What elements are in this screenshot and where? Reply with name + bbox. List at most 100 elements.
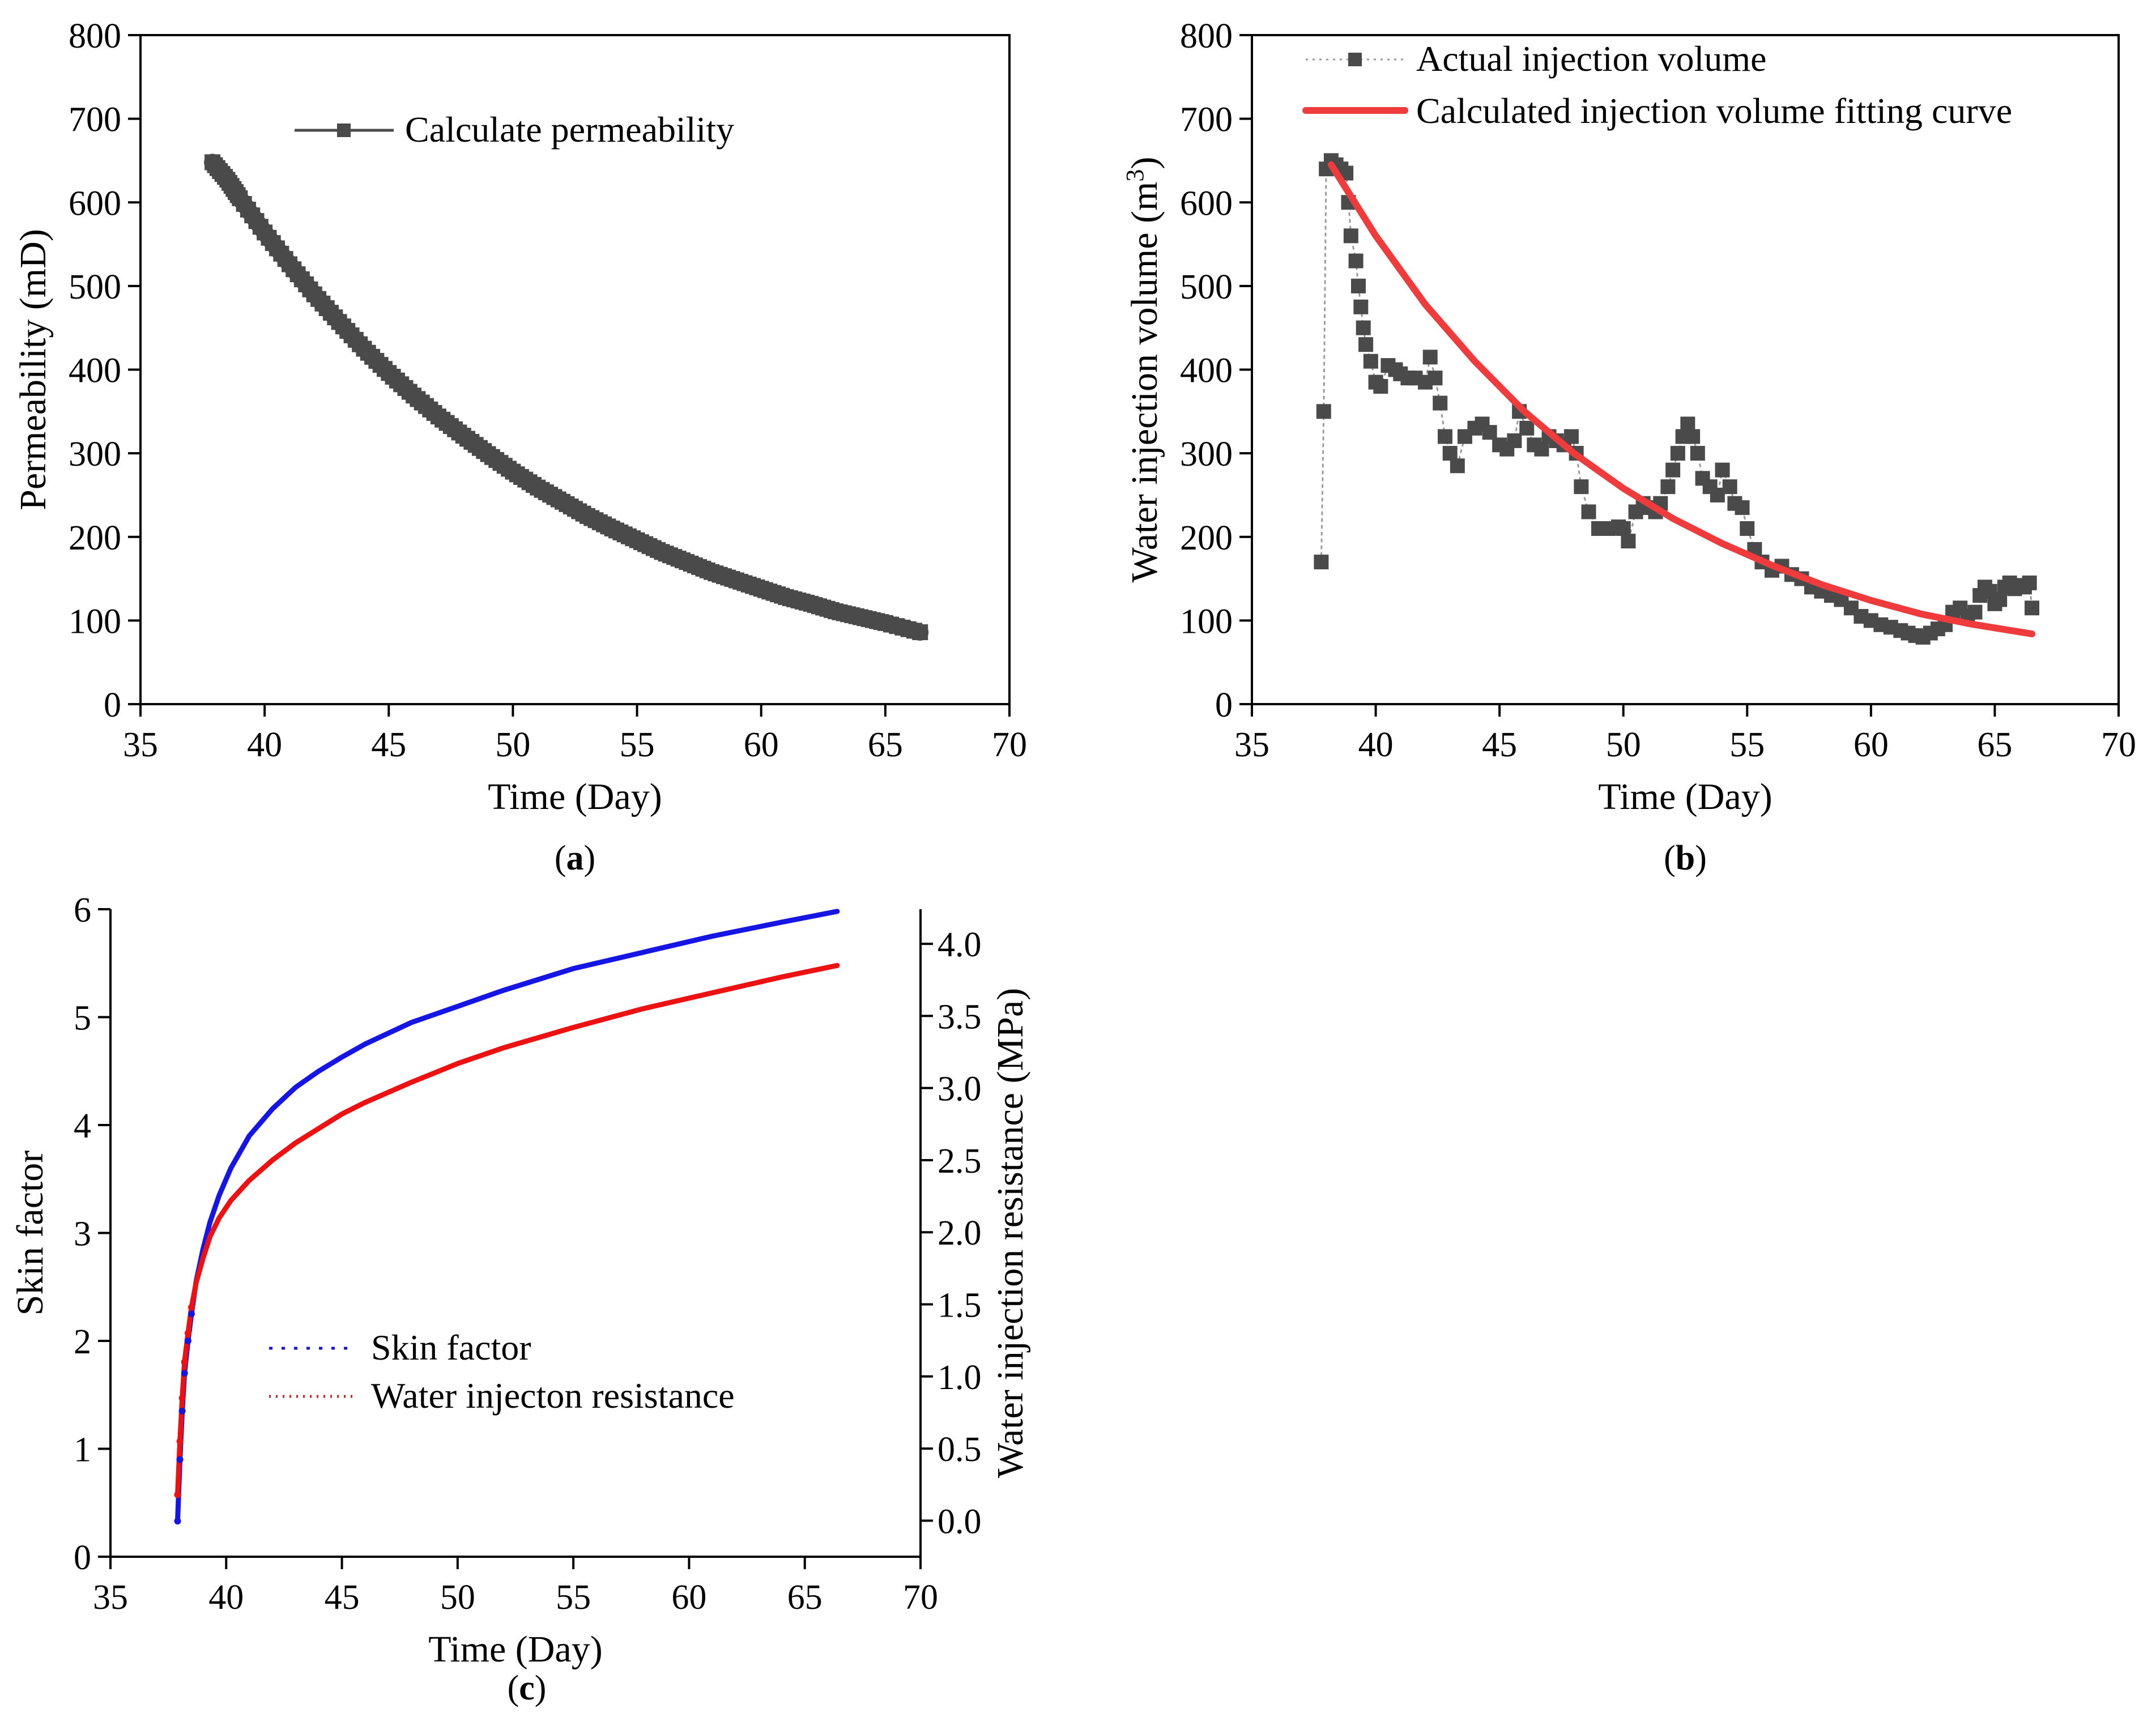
y-tick-label: 0	[104, 686, 121, 725]
x-tick-label: 35	[123, 726, 158, 764]
data-point	[1519, 420, 1535, 436]
data-point	[2025, 600, 2039, 616]
data-point	[176, 1438, 184, 1445]
y-tick-label: 100	[69, 602, 121, 641]
y-tick-label: 600	[69, 184, 121, 223]
data-point	[1350, 278, 1366, 293]
data-point	[1353, 299, 1369, 314]
data-point	[1450, 458, 1465, 474]
data-point	[1433, 395, 1448, 411]
x-tick-label: 55	[1729, 726, 1765, 764]
y-tick-label: 2	[74, 1323, 91, 1361]
data-point	[188, 1310, 195, 1318]
x-tick-label: 40	[1358, 726, 1394, 764]
x-tick-label: 70	[2101, 726, 2136, 764]
y-tick-label: 300	[69, 435, 121, 474]
data-point	[1740, 521, 1755, 536]
data-point	[1710, 487, 1725, 502]
y-axis-title-left: Skin factor	[10, 1151, 51, 1315]
x-tick-label: 65	[787, 1578, 823, 1617]
y-right-tick-label: 1.5	[938, 1287, 982, 1325]
y-tick-label: 5	[74, 999, 91, 1038]
data-point	[1316, 404, 1331, 419]
data-point	[1715, 462, 1730, 478]
data-point	[1343, 228, 1358, 244]
y-axis-title: Water injection volume (m3)	[1121, 157, 1166, 583]
y-tick-label: 6	[74, 891, 91, 930]
y-right-tick-label: 0.5	[938, 1430, 982, 1469]
x-tick-label: 45	[325, 1578, 360, 1617]
y-right-tick-label: 3.5	[938, 998, 982, 1036]
legend-label: Water injecton resistance	[371, 1375, 735, 1416]
series-line-actual-injection-volume	[1320, 159, 2033, 638]
y-tick-label: 3	[74, 1215, 91, 1254]
y-right-tick-label: 1.0	[938, 1358, 982, 1397]
data-point	[1422, 350, 1438, 365]
y-right-tick-label: 3.0	[938, 1070, 982, 1109]
data-point	[178, 1407, 186, 1415]
y-tick-label: 200	[69, 519, 121, 557]
panel-a: 35 40 45 50 55 60 65 70 Time (Day) 0 100 200 300 400 5…	[12, 17, 1027, 877]
legend-label: Actual injection volume	[1416, 39, 1767, 79]
panel-label: (b)	[1664, 839, 1707, 877]
data-point	[1680, 416, 1695, 432]
data-point	[1482, 425, 1497, 440]
data-point	[1314, 555, 1329, 570]
x-tick-label: 45	[1482, 726, 1517, 764]
data-point	[1722, 479, 1737, 495]
data-point	[1348, 253, 1364, 269]
x-tick-label: 40	[208, 1578, 244, 1617]
data-point	[1534, 441, 1549, 457]
legend-label: Calculated injection volume fitting curv…	[1416, 91, 2012, 131]
panel-label: (c)	[508, 1669, 547, 1707]
data-point	[1992, 592, 2008, 607]
data-point	[1563, 429, 1579, 444]
y-tick-label: 700	[1180, 101, 1233, 139]
data-point	[1665, 462, 1681, 478]
data-point	[1356, 320, 1371, 335]
y-tick-label: 0	[74, 1539, 91, 1577]
x-tick-label: 70	[903, 1578, 938, 1617]
y-tick-label: 700	[69, 101, 121, 139]
data-point	[188, 1303, 195, 1311]
data-point	[1358, 337, 1374, 352]
x-axis-title: Time (Day)	[488, 776, 662, 817]
panel-label: (a)	[555, 839, 595, 877]
y-tick-label: 400	[69, 352, 121, 390]
data-point	[2022, 575, 2037, 590]
data-point	[1437, 429, 1452, 444]
y-right-tick-label: 4.0	[938, 926, 982, 964]
x-tick-label: 55	[556, 1578, 591, 1617]
data-point	[176, 1456, 184, 1463]
y-tick-label: 100	[1180, 602, 1233, 641]
y-tick-label: 4	[74, 1107, 91, 1145]
x-tick-label: 35	[93, 1578, 128, 1617]
data-point	[181, 1370, 188, 1377]
data-point	[1442, 446, 1458, 461]
x-tick-label: 45	[371, 726, 406, 764]
y-tick-label: 400	[1180, 352, 1233, 390]
x-tick-label: 40	[247, 726, 282, 764]
x-tick-label: 50	[440, 1578, 475, 1617]
data-point	[1621, 534, 1636, 549]
data-point	[1670, 446, 1685, 461]
y-tick-label: 500	[69, 268, 121, 306]
y-tick-label: 500	[1180, 268, 1233, 306]
y-right-tick-label: 2.0	[938, 1214, 982, 1253]
x-tick-label: 65	[1977, 726, 2012, 764]
x-tick-label: 60	[671, 1578, 706, 1617]
x-axis-title: Time (Day)	[428, 1629, 602, 1670]
data-point	[181, 1358, 188, 1366]
series-line-calculate-permeability	[204, 154, 929, 641]
legend-label: Skin factor	[371, 1327, 531, 1368]
series-line-fitting-curve	[1327, 161, 2035, 637]
y-right-tick-label: 2.5	[938, 1142, 982, 1181]
data-point	[174, 1491, 181, 1498]
data-point	[1428, 370, 1443, 386]
data-point	[174, 1518, 181, 1525]
y-tick-label: 800	[69, 17, 121, 56]
x-tick-label: 65	[868, 726, 903, 764]
data-point	[1735, 500, 1750, 516]
y-tick-label: 0	[1215, 686, 1233, 725]
